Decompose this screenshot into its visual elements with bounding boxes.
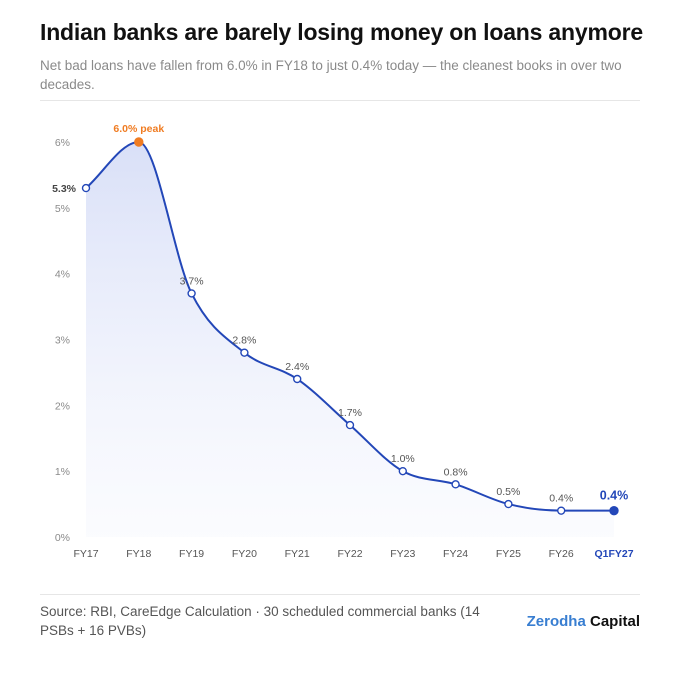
net-npa-chart: 0%1%2%3%4%5%6% FY17 FY18 FY19 FY20 FY21 FY22 F… <box>52 123 634 560</box>
data-point <box>504 499 513 509</box>
data-point <box>81 183 91 193</box>
data-point <box>398 466 407 476</box>
data-label: 0.8% <box>444 466 468 478</box>
data-point <box>293 374 302 384</box>
x-axis: FY17 FY18 FY19 FY20 FY21 FY22 FY23 FY24 FY25 FY26… <box>73 548 633 560</box>
data-label: 1.0% <box>391 453 415 465</box>
data-point <box>187 289 196 298</box>
y-tick-label: 4% <box>55 269 70 281</box>
data-label: 1.7% <box>338 407 362 419</box>
data-label: 3.7% <box>180 275 204 287</box>
peak-label: 6.0% peak <box>113 123 164 135</box>
data-point <box>451 480 460 489</box>
y-axis: 0% 1% 2% 3% 4% 5% 6% <box>55 137 70 544</box>
y-tick-label: 2% <box>55 400 70 412</box>
x-tick-label: FY22 <box>337 548 362 560</box>
data-point <box>345 420 355 430</box>
data-label: 0.4% <box>549 493 573 505</box>
chart-title: Indian banks are barely losing money on … <box>40 19 643 45</box>
x-tick-label: Q1FY27 <box>594 548 633 560</box>
data-labels: 5.3% 6.0% peak 3.7% 2.8% 2.4% 1.7% 1.0% 0.8% 0.5… <box>52 123 628 505</box>
y-tick-label: 0% <box>55 532 70 544</box>
data-point <box>557 506 566 515</box>
area-fill <box>86 142 614 537</box>
brand-suffix: Capital <box>589 613 640 630</box>
data-points <box>81 137 619 516</box>
x-tick-label: FY17 <box>73 548 98 560</box>
x-tick-label: FY23 <box>390 548 415 560</box>
latest-value-label: 0.4% <box>600 489 629 503</box>
chart-subtitle: Net bad loans have fallen from 6.0% in F… <box>40 58 622 92</box>
latest-point <box>609 505 619 516</box>
x-tick-label: FY24 <box>443 548 468 560</box>
footer-divider <box>40 594 640 595</box>
data-label: 2.8% <box>232 335 256 347</box>
x-tick-label: FY21 <box>285 548 310 560</box>
data-label: 5.3% <box>52 183 77 195</box>
brand-name: Zerodha <box>526 613 586 630</box>
brand-logo: Zerodha Capital <box>527 613 640 630</box>
x-tick-label: FY26 <box>549 548 574 560</box>
x-tick-label: FY20 <box>232 548 257 560</box>
y-tick-label: 3% <box>55 335 70 347</box>
data-label: 0.5% <box>496 486 520 498</box>
peak-point <box>134 137 144 147</box>
data-point <box>240 348 249 357</box>
y-tick-label: 6% <box>55 137 70 149</box>
x-tick-label: FY25 <box>496 548 521 560</box>
y-tick-label: 1% <box>55 466 70 478</box>
x-tick-label: FY19 <box>179 548 204 560</box>
data-label: 2.4% <box>285 361 309 373</box>
x-tick-label: FY18 <box>126 548 151 560</box>
source-note: Source: RBI, CareEdge Calculation · 30 s… <box>40 604 480 638</box>
header-divider <box>40 100 640 101</box>
y-tick-label: 5% <box>55 203 70 215</box>
